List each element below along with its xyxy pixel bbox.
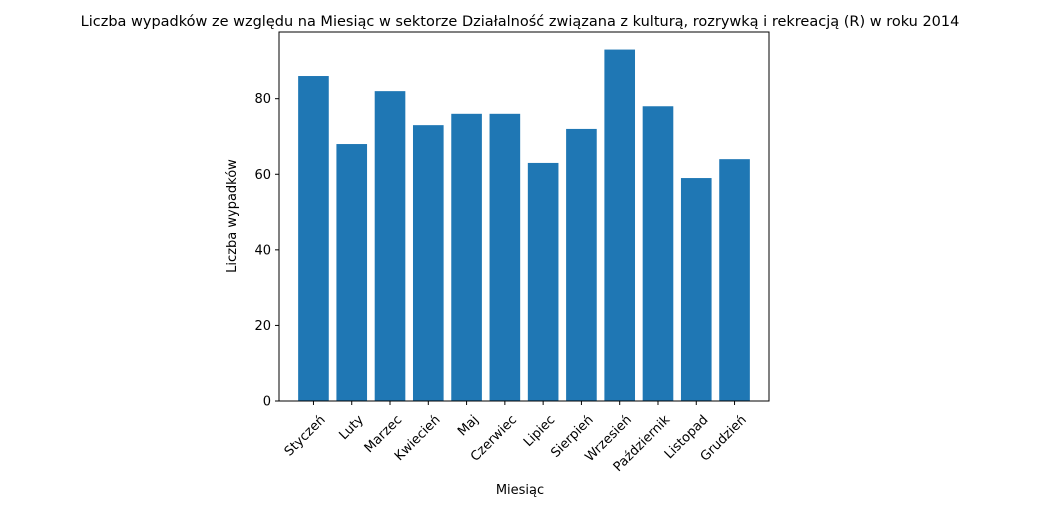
bar-9 bbox=[642, 106, 674, 402]
bar-0 bbox=[298, 76, 329, 401]
bar-5 bbox=[489, 113, 521, 401]
x-tick-label: Luty bbox=[336, 412, 367, 443]
y-tick-label: 20 bbox=[254, 319, 271, 334]
y-tick-label: 40 bbox=[254, 243, 271, 258]
y-axis-label: Liczba wypadków bbox=[225, 159, 240, 273]
bar-4 bbox=[451, 113, 482, 401]
bar-8 bbox=[604, 49, 636, 401]
plot-area bbox=[298, 49, 750, 402]
bar-2 bbox=[374, 91, 406, 402]
x-tick-label: Maj bbox=[455, 413, 482, 440]
x-tick-label: Lipiec bbox=[521, 413, 558, 450]
bar-11 bbox=[719, 159, 750, 401]
plot-frame bbox=[278, 31, 770, 402]
y-tick-label: 80 bbox=[254, 92, 271, 107]
chart-title: Liczba wypadków ze względu na Miesiąc w … bbox=[81, 14, 960, 30]
x-axis-label: Miesiąc bbox=[496, 483, 544, 498]
bar-7 bbox=[566, 128, 597, 401]
bar-1 bbox=[336, 144, 368, 401]
bar-3 bbox=[412, 125, 444, 402]
bar-6 bbox=[527, 162, 559, 401]
bar-10 bbox=[680, 178, 712, 401]
y-tick-label: 60 bbox=[254, 168, 271, 183]
y-tick-label: 0 bbox=[263, 395, 271, 410]
x-tick-label: Styczeń bbox=[282, 413, 329, 460]
y-axis: 0 20 40 60 80 bbox=[254, 92, 279, 410]
